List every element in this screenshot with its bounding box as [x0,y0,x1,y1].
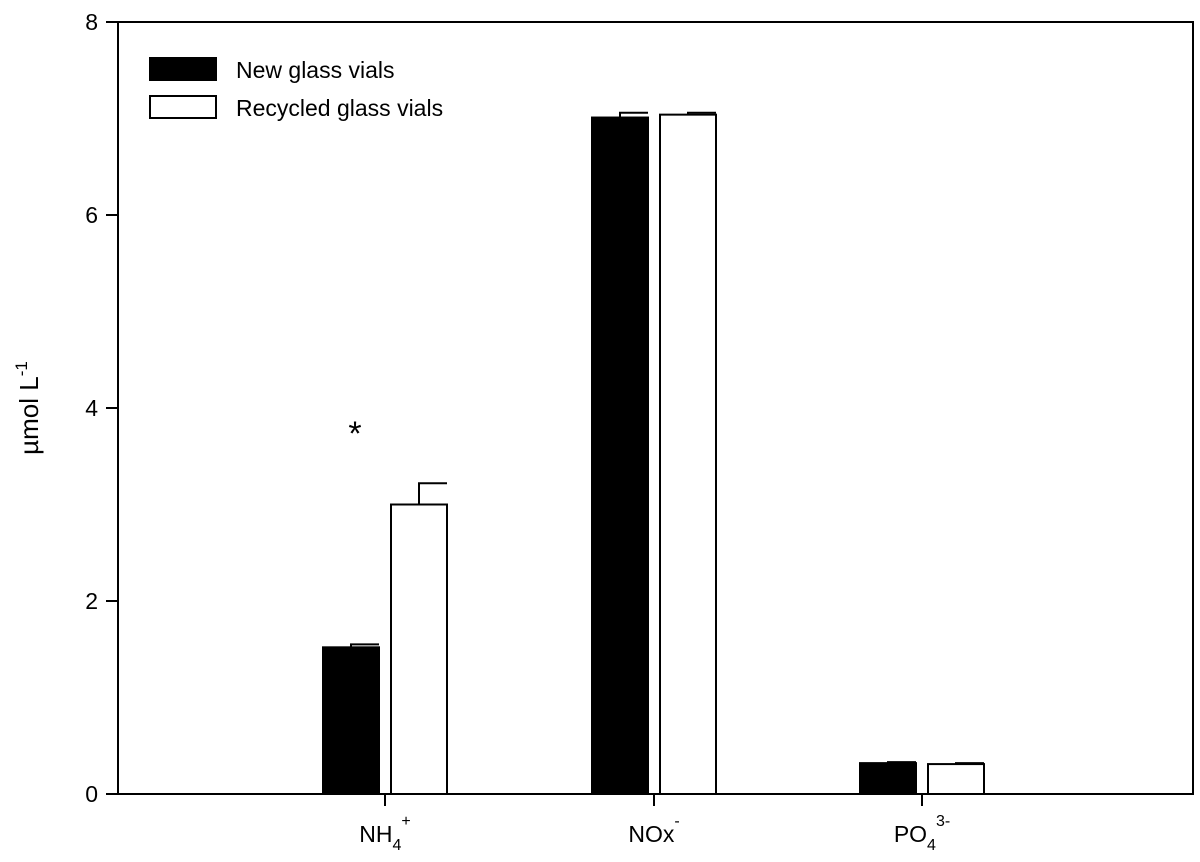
y-axis-label-superscript: -1 [12,361,31,376]
x-tick-label-base: NOx [628,821,675,847]
x-tick-label-superscript: + [401,813,410,830]
x-tick-label: NH4+ [359,813,410,854]
y-axis-label-base: µmol L [14,376,44,455]
bar-new-2 [859,762,917,795]
legend: New glass vials Recycled glass vials [149,57,443,121]
x-tick-label-subscript: 4 [927,837,936,854]
y-tick-label: 0 [85,781,98,807]
x-tick-label-base: NH [359,821,392,847]
y-tick-label: 2 [85,588,98,614]
error-bars [350,111,984,765]
x-tick-label: PO43- [894,813,950,854]
bar-new-0 [322,646,380,795]
legend-swatch-new [149,57,217,81]
legend-label-recycled: Recycled glass vials [236,95,443,121]
bars [322,113,985,796]
x-tick-label-subscript: 4 [392,837,401,854]
bar-recycled-0 [390,503,448,795]
x-tick-label-superscript: - [674,813,679,830]
bar-recycled-2 [927,763,985,796]
x-tick-label: NOx- [628,813,679,847]
plot-frame [117,21,1194,795]
bar-new-1 [591,116,649,796]
axes [106,21,1194,806]
x-tick-label-base: PO [894,821,927,847]
bar-recycled-1 [659,113,717,795]
significance-marker: * [348,415,361,453]
y-tick-label: 6 [85,202,98,228]
y-axis-label: µmol L-1 [12,361,44,455]
y-tick-label: 8 [85,9,98,35]
legend-label-new: New glass vials [236,57,395,83]
x-tick-label-superscript: 3- [936,813,950,830]
legend-swatch-recycled [149,95,217,119]
y-tick-label: 4 [85,395,98,421]
